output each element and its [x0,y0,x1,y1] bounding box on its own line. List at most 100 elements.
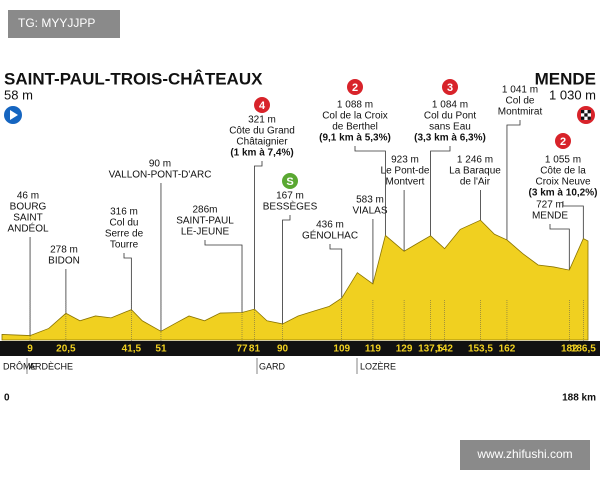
waypoint-label: Col du [110,218,139,229]
waypoint-label: 1 055 m [545,155,581,166]
waypoint-label: Côte du Grand [229,126,295,137]
finish-altitude: 1 030 m [549,87,596,102]
waypoint-label: (9,1 km à 5,3%) [319,133,391,144]
waypoint-label: SAINT-PAUL [176,216,234,227]
climb-badge [442,79,458,95]
region-label: ARDÈCHE [29,361,73,371]
waypoint-label: 1 041 m [502,85,538,96]
elevation-area [1,219,589,341]
waypoint-label: Croix Neuve [535,177,590,188]
x-tick-label: 186,5 [571,344,596,355]
climb-badge [555,133,571,149]
region-label: DRÔME [3,361,37,371]
watermark: TG: MYYJJPP [18,16,95,30]
waypoint-label: Montvert [386,177,425,188]
climb-category: 2 [352,82,358,94]
leader-line [123,253,132,310]
waypoint-label: 1 246 m [457,155,493,166]
start-title: SAINT-PAUL-TROIS-CHÂTEAUX [4,69,263,88]
waypoint-label: de Berthel [332,122,378,133]
waypoint-label: 278 m [50,245,78,256]
climb-badge [282,173,298,189]
finish-flag [577,106,595,124]
waypoint-label: sans Eau [429,122,471,133]
waypoint-label: Col de la Croix [322,111,388,122]
waypoint-label: Col du Pont [424,111,476,122]
waypoint-label: de l'Air [460,177,491,188]
climb-category: 2 [560,136,566,148]
waypoint-label: 90 m [149,159,171,170]
watermark-box [460,440,590,470]
x-tick-label: 162 [499,344,516,355]
x-tick-label: 9 [27,344,33,355]
waypoint-label: LE-JEUNE [181,227,230,238]
x-tick-label: 129 [396,344,413,355]
waypoint-label: 436 m [316,220,344,231]
waypoint-label: 727 m [536,200,564,211]
waypoint-label: Le Pont-de [381,166,430,177]
waypoint-label: 1 084 m [432,100,468,111]
x-tick-label: 142 [436,344,453,355]
x-tick-label: 90 [277,344,289,355]
x-tick-label: 77 [236,344,248,355]
waypoint-label: SAINT [13,213,42,224]
region-label: LOZÈRE [360,361,396,371]
waypoint-label: Tourre [110,240,139,251]
watermark-box [8,10,120,38]
climb-badge [347,79,363,95]
waypoint-label: BOURG [10,202,47,213]
leader-line [354,146,386,236]
climb-badge [254,97,270,113]
x-tick-label: 182 [561,344,578,355]
finish-title: MENDE [535,69,596,88]
x-tick-label: 20,5 [56,344,76,355]
waypoint-label: (3,3 km à 6,3%) [414,133,486,144]
leader-line [254,161,263,310]
leader-line [282,215,291,324]
waypoint-label: VIALAS [352,206,387,217]
waypoint-label: La Baraque [449,166,501,177]
region-label: GARD [259,361,286,371]
x-tick-label: 137,5 [418,344,443,355]
end-km: 188 km [562,393,596,404]
waypoint-label: 46 m [17,191,39,202]
x-tick-label: 51 [155,344,167,355]
waypoint-label: (1 km à 7,4%) [230,148,293,159]
waypoint-label: Col de [506,96,535,107]
x-tick-label: 81 [249,344,261,355]
waypoint-label: Châtaignier [236,137,288,148]
climb-category: 4 [259,100,266,112]
leader-line [329,244,343,299]
waypoint-label: GÉNOLHAC [302,229,358,242]
waypoint-label: BIDON [48,256,80,267]
waypoint-label: Côte de la [540,166,586,177]
waypoint-label: 316 m [110,207,138,218]
leader-line [562,201,584,239]
leader-line [506,120,521,240]
waypoint-label: 923 m [391,155,419,166]
start-km: 0 [4,393,10,404]
waypoint-label: MENDE [532,211,568,222]
km-band [0,341,600,356]
start-altitude: 58 m [4,87,33,102]
waypoint-label: (3 km à 10,2%) [529,188,598,199]
x-tick-label: 119 [365,344,382,355]
waypoint-label: 286m [192,205,217,216]
watermark: www.zhifushi.com [476,447,572,461]
x-tick-label: 41,5 [122,344,142,355]
leader-line [430,146,451,236]
x-tick-label: 109 [333,344,350,355]
start-icon [10,110,18,120]
climb-category: S [286,176,293,188]
waypoint-label: 167 m [276,191,304,202]
waypoint-label: Montmirat [498,107,543,118]
waypoint-label: BESSÈGES [263,200,318,213]
waypoint-label: 583 m [356,195,384,206]
leader-line [204,240,243,313]
waypoint-label: 321 m [248,115,276,126]
waypoint-label: Serre de [105,229,144,240]
climb-category: 3 [447,82,453,94]
leader-line [549,224,570,271]
waypoint-label: ANDÉOL [7,222,49,235]
